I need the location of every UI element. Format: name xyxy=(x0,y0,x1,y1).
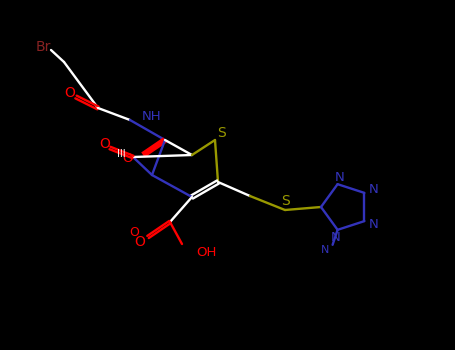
Text: O: O xyxy=(122,152,133,164)
Text: N: N xyxy=(369,218,378,231)
Text: N: N xyxy=(369,183,378,196)
Text: N: N xyxy=(331,231,340,244)
Text: S: S xyxy=(282,194,290,208)
Text: NH: NH xyxy=(142,110,162,122)
Text: O: O xyxy=(129,226,139,239)
Text: O: O xyxy=(135,235,146,249)
Text: S: S xyxy=(217,126,225,140)
Text: N: N xyxy=(320,245,329,255)
Text: O: O xyxy=(65,86,76,100)
Text: N: N xyxy=(335,171,344,184)
Text: III: III xyxy=(116,149,125,159)
Text: Br: Br xyxy=(35,40,51,54)
Text: OH: OH xyxy=(196,245,217,259)
Text: O: O xyxy=(100,137,111,151)
